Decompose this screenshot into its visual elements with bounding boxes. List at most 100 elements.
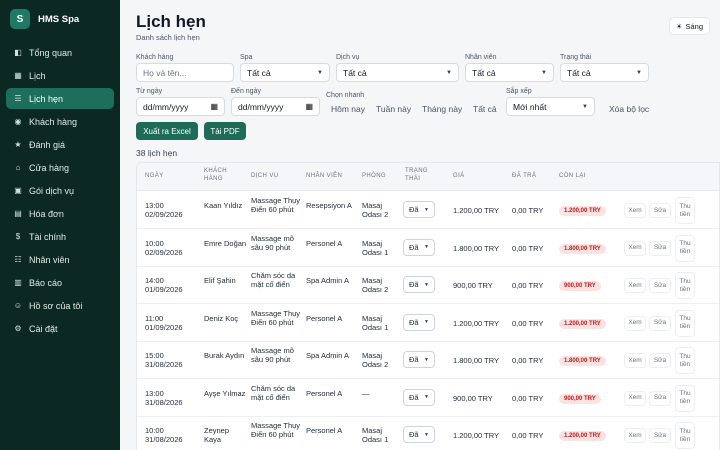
sidebar-item-9[interactable]: ☷ Nhân viên	[6, 249, 114, 270]
table-row: 10:00 31/08/2026 Zeynep Kaya Massage Thụy Đ…	[137, 417, 719, 450]
chevron-down-icon: ▼	[424, 281, 429, 288]
cell-service: Massage Thụy Điển 60 phút	[251, 421, 301, 439]
appointment-time: 14:00	[145, 276, 164, 285]
appointment-date: 01/09/2026	[145, 322, 183, 332]
spa-select[interactable]: Tất cả ▼	[240, 63, 330, 82]
quick-this-month[interactable]: Tháng này	[422, 104, 463, 114]
export-excel-button[interactable]: Xuất ra Excel	[136, 122, 198, 140]
collect-payment-button[interactable]: Thu tiền	[675, 234, 695, 262]
sidebar-item-2[interactable]: ☰ Lịch hẹn	[6, 88, 114, 109]
sidebar-item-label: Tài chính	[29, 231, 67, 242]
sidebar-item-label: Báo cáo	[29, 277, 63, 288]
sidebar-item-7[interactable]: ▤ Hóa đơn	[6, 203, 114, 224]
column-header-room: Phòng	[362, 173, 387, 179]
quick-today[interactable]: Hôm nay	[331, 104, 366, 114]
status-select[interactable]: Đã ▼	[403, 351, 435, 368]
edit-button[interactable]: Sửa	[649, 390, 671, 406]
sidebar-item-3[interactable]: ◉ Khách hàng	[6, 111, 114, 132]
edit-button[interactable]: Sửa	[649, 240, 671, 256]
cell-price: 1.200,00 TRY	[453, 318, 500, 328]
sidebar-item-label: Cài đặt	[29, 323, 58, 334]
cell-date: 10:00 31/08/2026	[145, 426, 201, 444]
cell-customer: Deniz Koç	[204, 313, 239, 323]
edit-button[interactable]: Sửa	[649, 428, 671, 443]
appointment-time: 13:00	[145, 201, 164, 210]
collect-payment-button[interactable]: Thu tiền	[675, 347, 695, 374]
cell-room: Masaj Odası 2	[362, 276, 389, 294]
status-select[interactable]: Đã ▼	[403, 426, 435, 443]
sidebar-item-0[interactable]: ◧ Tổng quan	[6, 42, 114, 63]
edit-button[interactable]: Sửa	[649, 278, 671, 293]
view-button[interactable]: Xem	[624, 390, 646, 406]
edit-button[interactable]: Sửa	[649, 353, 671, 368]
status-select[interactable]: Đã ▼	[403, 276, 435, 293]
status-select[interactable]: Đã ▼	[403, 313, 435, 331]
sidebar-item-1[interactable]: ▦ Lịch	[6, 65, 114, 86]
spa-select-value: Tất cả	[247, 67, 271, 78]
collect-payment-button[interactable]: Thu tiền	[675, 309, 695, 337]
status-filter-label: Trạng thái	[560, 54, 592, 61]
page-title: Lịch hẹn	[136, 12, 206, 31]
view-button[interactable]: Xem	[624, 353, 646, 368]
calendar-icon: ▦	[210, 102, 218, 111]
cell-room: Masaj Odası 1	[362, 313, 389, 332]
remaining-badge: 1.800,00 TRY	[559, 243, 606, 254]
sidebar-item-4[interactable]: ★ Đánh giá	[6, 134, 114, 155]
sidebar-item-label: Hồ sơ của tôi	[29, 300, 83, 311]
sort-select[interactable]: Mới nhất ▼	[506, 97, 595, 116]
nav-icon: ◉	[14, 117, 22, 126]
sidebar-item-12[interactable]: ⚙ Cài đặt	[6, 318, 114, 339]
clear-filters-link[interactable]: Xóa bộ lọc	[609, 104, 650, 114]
nav-icon: ☺	[13, 301, 23, 310]
quick-this-week[interactable]: Tuần này	[376, 104, 412, 114]
cell-service: Chăm sóc da mặt cổ điển	[251, 383, 296, 402]
edit-button[interactable]: Sửa	[649, 203, 671, 218]
view-button[interactable]: Xem	[624, 428, 646, 443]
quick-all[interactable]: Tất cả	[473, 104, 497, 114]
status-select[interactable]: Đã ▼	[403, 238, 435, 256]
cell-staff: Personel A	[306, 388, 343, 398]
view-button[interactable]: Xem	[624, 315, 646, 331]
status-select[interactable]: Đã ▼	[403, 201, 435, 218]
appointment-time: 11:00	[145, 313, 164, 323]
sidebar-item-label: Lịch hẹn	[29, 93, 64, 104]
status-value: Đã	[409, 205, 419, 214]
customer-search-field[interactable]	[136, 63, 234, 82]
page-subtitle: Danh sách lịch hẹn	[136, 33, 200, 42]
view-button[interactable]: Xem	[624, 278, 646, 293]
cell-customer: Ayşe Yılmaz	[204, 388, 246, 398]
view-button[interactable]: Xem	[624, 203, 646, 218]
status-value: Đã	[409, 317, 419, 327]
staff-select[interactable]: Tất cả ▼	[465, 63, 554, 82]
to-date-input[interactable]: dd/mm/yyyy ▦	[231, 97, 320, 116]
collect-payment-button[interactable]: Thu tiền	[675, 272, 695, 299]
from-date-input[interactable]: dd/mm/yyyy ▦	[136, 97, 225, 116]
cell-customer: Burak Aydın	[204, 351, 245, 360]
status-select[interactable]: Tất cả ▼	[560, 63, 649, 82]
appointments-table: Ngày Khách hàng Dịch vụ Nhân viên Phòng …	[136, 162, 720, 450]
sidebar-item-label: Tổng quan	[29, 47, 73, 58]
download-pdf-button[interactable]: Tải PDF	[204, 122, 246, 140]
edit-button[interactable]: Sửa	[649, 315, 671, 331]
view-button[interactable]: Xem	[624, 240, 646, 256]
cell-room: Masaj Odası 1	[362, 238, 389, 257]
collect-payment-button[interactable]: Thu tiền	[675, 422, 695, 449]
sidebar-item-8[interactable]: $ Tài chính	[6, 226, 114, 247]
collect-payment-button[interactable]: Thu tiền	[675, 197, 695, 224]
remaining-badge: 900,00 TRY	[559, 393, 601, 404]
customer-search-input[interactable]	[143, 67, 227, 78]
theme-toggle-button[interactable]: ☀ Sáng	[668, 17, 710, 35]
sidebar-item-11[interactable]: ☺ Hồ sơ của tôi	[6, 295, 114, 316]
sidebar-item-10[interactable]: ▥ Báo cáo	[6, 272, 114, 293]
nav-icon: ▦	[14, 71, 22, 80]
service-select[interactable]: Tất cả ▼	[336, 63, 459, 82]
sidebar-nav: ◧ Tổng quan ▦ Lịch ☰ Lịch hẹn ◉ Khách hàng ★ Đánh…	[0, 42, 120, 339]
cell-price: 1.800,00 TRY	[453, 356, 500, 365]
status-select[interactable]: Đã ▼	[403, 388, 435, 406]
chevron-down-icon: ▼	[424, 319, 429, 325]
collect-payment-button[interactable]: Thu tiền	[675, 384, 695, 412]
table-row: 13:00 31/08/2026 Ayşe Yılmaz Chăm sóc da mặ…	[137, 380, 719, 417]
sidebar-item-6[interactable]: ▣ Gói dịch vụ	[6, 180, 114, 201]
cell-paid: 0,00 TRY	[512, 318, 544, 328]
sidebar-item-5[interactable]: ⌂ Cửa hàng	[6, 157, 114, 178]
